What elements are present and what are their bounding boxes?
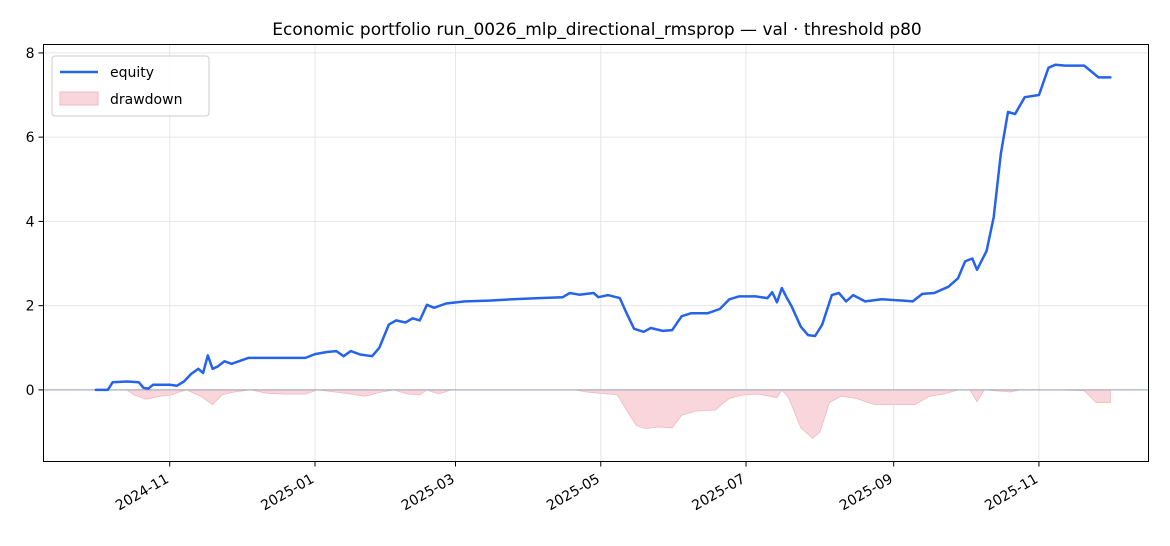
equity-line	[94, 63, 1112, 392]
legend: equity drawdown	[51, 55, 210, 117]
y-tick-label: 2	[26, 299, 35, 315]
plot-frame	[43, 44, 1149, 462]
y-tick-label: 6	[26, 130, 35, 146]
y-tick-label: 0	[26, 383, 35, 399]
y-tick-label: 4	[26, 214, 35, 230]
legend-drawdown-label: drawdown	[110, 92, 182, 108]
equity-layer	[94, 63, 1112, 392]
legend-drawdown-swatch	[59, 91, 99, 106]
chart-title: Economic portfolio run_0026_mlp_directio…	[272, 20, 922, 40]
y-tick-label: 8	[26, 46, 35, 62]
legend-equity-label: equity	[110, 65, 154, 81]
